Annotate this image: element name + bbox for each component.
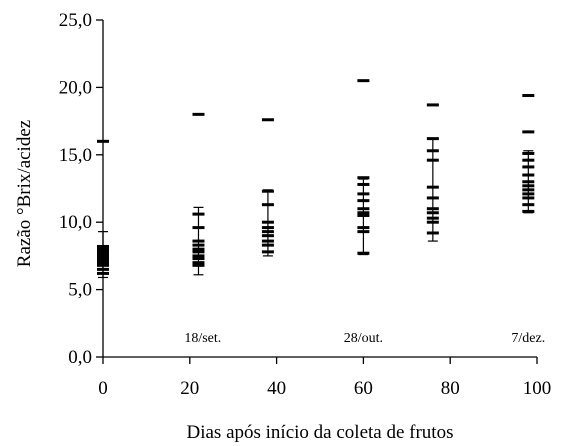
y-axis-label: Razão °Brix/acidez — [14, 120, 35, 267]
x-tick-label: 0 — [98, 378, 108, 399]
y-ticks: 0,0 5,0 10,0 15,0 20,0 25,0 — [59, 10, 103, 368]
annotations: 18/set. 28/out. 7/dez. — [184, 331, 545, 346]
annotation-label: 18/set. — [184, 331, 221, 346]
y-tick-label: 20,0 — [59, 77, 92, 98]
data-group — [426, 103, 439, 242]
data-group — [261, 118, 274, 257]
x-tick-label: 100 — [523, 378, 552, 399]
y-tick-label: 15,0 — [59, 145, 92, 166]
data-group — [192, 112, 205, 276]
y-tick-label: 5,0 — [68, 280, 92, 301]
annotation-label: 7/dez. — [511, 331, 545, 346]
x-tick-label: 60 — [354, 378, 373, 399]
y-tick-label: 25,0 — [59, 10, 92, 31]
y-tick-label: 10,0 — [59, 212, 92, 233]
annotation-label: 28/out. — [344, 331, 383, 346]
x-tick-label: 80 — [441, 378, 460, 399]
x-tick-label: 40 — [267, 378, 286, 399]
x-tick-label: 20 — [180, 378, 199, 399]
data-group — [522, 93, 535, 214]
data-marks — [97, 79, 535, 279]
y-tick-label: 0,0 — [68, 347, 92, 368]
data-group — [97, 139, 109, 279]
x-ticks: 0 20 40 60 80 100 — [98, 357, 551, 399]
data-group — [357, 79, 370, 256]
x-axis-label: Dias após início da coleta de frutos — [187, 422, 454, 443]
